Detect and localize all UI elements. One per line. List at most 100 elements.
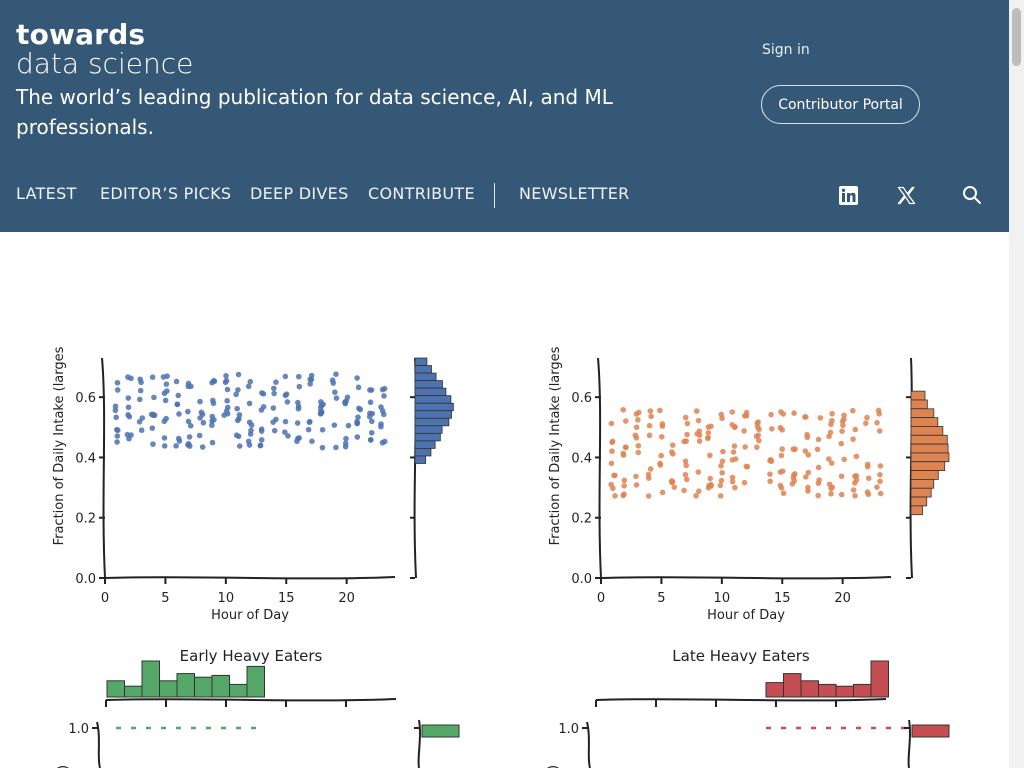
scatter-right-point	[633, 482, 640, 488]
scatter-left-y-tick-label: 0.0	[75, 572, 96, 587]
scatter-left-point	[367, 437, 374, 443]
scatter-right-point	[876, 411, 883, 417]
scatter-left-point	[185, 418, 192, 425]
scatter-left-point	[197, 398, 203, 405]
scatter-left-point	[342, 440, 349, 447]
bar-right-lower-hist-bar	[911, 724, 950, 738]
scatter-right-point	[731, 443, 738, 449]
scatter-right-point	[670, 442, 676, 448]
scatter-left-point	[223, 373, 229, 379]
scatter-right-point	[732, 456, 739, 462]
scatter-right-point	[805, 484, 811, 491]
scatter-left-point	[224, 404, 231, 411]
nav-newsletter[interactable]: NEWSLETTER	[519, 184, 630, 203]
scatter-left-point	[163, 381, 170, 387]
scatter-right-point	[780, 411, 787, 417]
scatter-left-point	[112, 407, 119, 414]
scatter-left-hist-bar	[414, 425, 443, 434]
scatter-right-point	[829, 410, 835, 417]
page-scrollbar[interactable]	[1009, 0, 1024, 768]
scatter-left-y-axis	[101, 357, 106, 579]
nav-contribute[interactable]: CONTRIBUTE	[368, 184, 475, 203]
bar-left-lower-hist-axis	[417, 719, 421, 768]
scatter-left-point	[139, 415, 146, 421]
nav-editors-picks[interactable]: EDITOR’S PICKS	[100, 184, 232, 203]
brand-logo-line1[interactable]: towards	[16, 18, 146, 51]
scatter-right-hist-bar	[910, 408, 935, 419]
scatter-left-point	[258, 437, 265, 443]
scatter-right-point	[633, 424, 640, 431]
scatter-right-y-tick-label: 0.2	[571, 512, 592, 527]
scatter-right-hist-bar	[910, 434, 948, 445]
scatter-left-point	[285, 433, 291, 439]
scatter-right-x-tick-label: 5	[657, 591, 665, 606]
scatter-left-point	[176, 411, 182, 417]
bar-left-lower-y-axis	[96, 721, 101, 768]
scatter-right-point	[622, 418, 629, 424]
scatter-left-hist-bar	[414, 432, 441, 442]
scatter-left-hist-bar	[414, 380, 443, 389]
scatter-left-point	[246, 419, 253, 426]
x-icon[interactable]	[895, 184, 917, 206]
scatter-right-point	[719, 458, 726, 465]
scatter-left-point	[282, 418, 289, 425]
scatter-right-point	[874, 484, 880, 490]
scatter-left-point	[114, 439, 120, 445]
bar-right-bar	[853, 683, 872, 698]
scatter-left-point	[149, 374, 156, 380]
scatter-left-point	[161, 435, 168, 441]
scatter-left-point	[125, 395, 132, 401]
search-icon[interactable]	[961, 184, 983, 206]
scatter-right-x-axis-label: Hour of Day	[707, 608, 785, 623]
scatter-right-point	[657, 462, 664, 468]
scatter-right-point	[729, 478, 736, 485]
scatter-right-point	[683, 438, 690, 444]
scatter-left-point	[342, 400, 349, 407]
bar-left-bar	[194, 676, 213, 698]
scatter-right-point	[620, 450, 627, 457]
bar-right-lower-hist-axis	[907, 719, 911, 768]
brand-logo-line2[interactable]: data science	[16, 47, 194, 80]
scatter-right-point	[852, 492, 858, 499]
scatter-right-point	[802, 448, 809, 454]
scatter-right-point	[803, 414, 809, 420]
bar-right-title: Late Heavy Eaters	[672, 647, 810, 665]
scatter-right-point	[718, 477, 725, 484]
scatter-left-point	[224, 386, 231, 393]
nav-latest[interactable]: LATEST	[16, 184, 77, 203]
scrollbar-thumb[interactable]	[1012, 8, 1021, 66]
scatter-right-point	[659, 421, 666, 427]
scatter-right-point	[864, 414, 870, 421]
scatter-left-point	[368, 429, 375, 436]
scatter-right-point	[790, 446, 797, 452]
scatter-left-point	[245, 383, 252, 390]
scatter-left-hist-bar	[414, 357, 428, 366]
scatter-right-hist-bar	[910, 479, 935, 489]
scatter-left-point	[282, 373, 289, 380]
scatter-left-point	[234, 405, 240, 412]
scatter-right-x-tick-label: 0	[597, 591, 605, 606]
scatter-left-point	[294, 420, 301, 426]
scatter-left-y-tick-label: 0.6	[75, 391, 96, 406]
scatter-left-point	[235, 387, 241, 393]
scatter-right-y-axis	[597, 357, 602, 579]
scatter-right-point	[864, 461, 871, 468]
scatter-right-point	[609, 438, 616, 445]
scatter-right-point	[840, 422, 846, 429]
nav-deep-dives[interactable]: DEEP DIVES	[250, 184, 349, 203]
sign-in-link[interactable]: Sign in	[762, 42, 810, 58]
scatter-right-point	[841, 416, 847, 423]
scatter-left-point	[354, 434, 361, 440]
scatter-right-point	[815, 464, 822, 471]
site-header: towards data science The world’s leading…	[0, 0, 1009, 232]
scatter-right-point	[707, 452, 713, 459]
scatter-left-point	[236, 443, 243, 449]
scatter-right-point	[791, 410, 797, 416]
contributor-portal-button[interactable]: Contributor Portal	[761, 85, 920, 124]
scatter-right-point	[633, 435, 640, 441]
linkedin-icon[interactable]	[837, 184, 859, 206]
scatter-right-point	[682, 414, 689, 421]
scatter-left-x-tick-label: 20	[338, 591, 355, 606]
scatter-left-point	[125, 404, 132, 411]
scatter-right-point	[741, 412, 748, 419]
